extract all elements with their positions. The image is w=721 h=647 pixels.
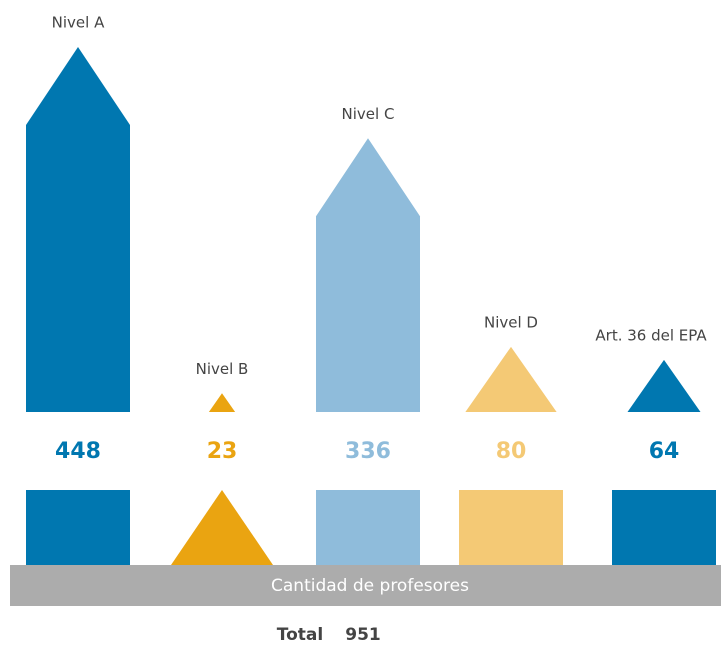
total-value: 951 xyxy=(345,625,381,645)
decor-block xyxy=(26,490,130,565)
category-label: Art. 36 del EPA xyxy=(595,326,707,344)
value-label: 336 xyxy=(345,439,391,464)
category-label: Nivel D xyxy=(484,313,538,331)
bar xyxy=(627,359,701,412)
decor-block xyxy=(612,490,716,565)
category-label: Nivel C xyxy=(342,105,395,123)
decor-block xyxy=(316,490,420,565)
decor-triangle xyxy=(171,490,273,565)
category-label: Nivel A xyxy=(52,14,105,32)
category-label: Nivel B xyxy=(196,360,249,378)
total-label: Total xyxy=(277,625,323,645)
value-label: 64 xyxy=(649,439,680,464)
value-label: 448 xyxy=(55,439,101,464)
bar xyxy=(465,346,557,412)
value-label: 23 xyxy=(207,439,238,464)
axis-band xyxy=(10,565,721,606)
bar xyxy=(208,393,236,412)
bar xyxy=(316,138,420,412)
bar xyxy=(26,47,130,412)
axis-label: Cantidad de profesores xyxy=(271,576,469,596)
decor-block xyxy=(459,490,563,565)
value-label: 80 xyxy=(496,439,527,464)
